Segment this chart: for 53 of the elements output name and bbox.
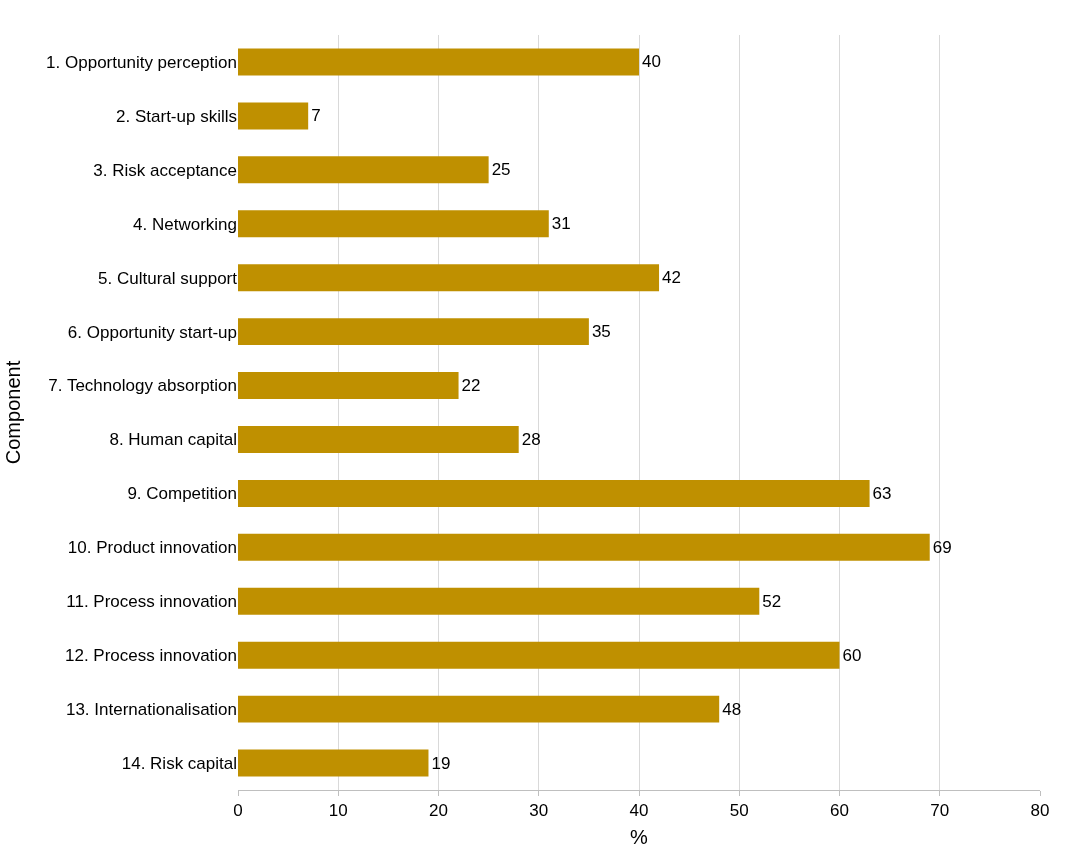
y-tick-label: 5. Cultural support: [98, 268, 238, 288]
data-label: 63: [872, 483, 892, 503]
data-label: 69: [932, 537, 952, 557]
x-tick-label: 40: [629, 801, 649, 821]
bar: [238, 479, 870, 507]
data-label: 42: [662, 268, 681, 288]
bar: [238, 695, 720, 723]
x-tick-label: 80: [1030, 801, 1050, 821]
y-tick-label: 9. Competition: [127, 484, 237, 504]
data-label: 52: [762, 591, 782, 611]
bar: [238, 749, 429, 777]
y-tick-label: 3. Risk acceptance: [93, 160, 237, 180]
x-tick-label: 0: [233, 801, 243, 821]
y-tick-label: 14. Risk capital: [121, 753, 237, 773]
data-label: 28: [521, 429, 541, 449]
y-tick-label: 4. Networking: [133, 214, 237, 234]
bar: [238, 533, 930, 561]
y-tick-label: 6. Opportunity start-up: [67, 322, 237, 342]
bar: [238, 210, 549, 238]
bar: [238, 102, 309, 130]
y-axis-title: Component: [1, 360, 24, 465]
bar: [238, 425, 519, 453]
y-tick-label: 12. Process innovation: [65, 646, 237, 666]
y-tick-label: 1. Opportunity perception: [46, 52, 237, 72]
data-label: 35: [591, 322, 611, 342]
bar: [238, 318, 589, 346]
data-label: 48: [722, 699, 742, 719]
data-label: 40: [642, 52, 661, 72]
data-label: 31: [551, 214, 571, 234]
y-tick-label: 13. Internationalisation: [65, 700, 237, 720]
bar: [238, 48, 639, 76]
y-tick-label: 7. Technology absorption: [48, 376, 237, 396]
data-label: 25: [491, 160, 511, 180]
x-tick-label: 30: [529, 801, 549, 821]
y-tick-label: 8. Human capital: [109, 430, 237, 450]
x-tick-label: 20: [429, 801, 448, 821]
data-label: 60: [842, 645, 862, 665]
data-label: 19: [431, 753, 451, 773]
x-axis-title: %: [630, 825, 649, 848]
x-tick-label: 50: [729, 801, 749, 821]
y-tick-label: 10. Product innovation: [67, 538, 237, 558]
x-tick-label: 60: [830, 801, 849, 821]
bar: [238, 156, 489, 184]
y-tick-label: 11. Process innovation: [66, 592, 237, 612]
data-label: 7: [311, 106, 321, 126]
x-tick-label: 10: [328, 801, 348, 821]
bar: [238, 587, 760, 615]
bar: [238, 641, 840, 669]
y-tick-label: 2. Start-up skills: [116, 106, 237, 126]
data-label: 22: [461, 376, 481, 396]
x-tick-label: 70: [930, 801, 950, 821]
bar: [238, 372, 459, 400]
bar: [238, 264, 660, 292]
